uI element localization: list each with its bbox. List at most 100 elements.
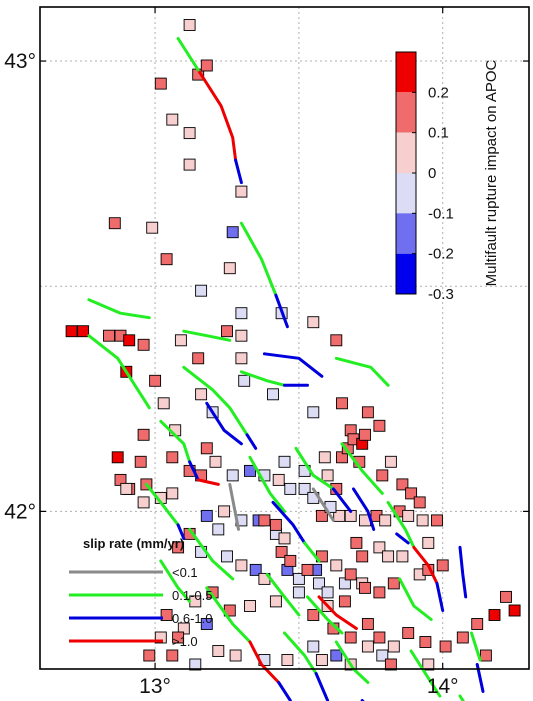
legend-label: >1.0 (172, 634, 198, 649)
site-marker (402, 509, 415, 522)
site-marker (471, 618, 484, 630)
site-marker (275, 545, 288, 558)
site-marker (284, 482, 297, 495)
site-marker (284, 554, 297, 567)
fault-trace (294, 446, 335, 491)
site-marker (174, 334, 187, 347)
site-marker (321, 469, 334, 482)
fault-trace (317, 595, 358, 630)
site-marker (359, 581, 371, 594)
site-marker (301, 563, 314, 576)
fault-trace (196, 68, 238, 162)
fault-trace (395, 532, 410, 545)
colorbar-bin (396, 52, 416, 93)
fault-trace (144, 482, 180, 527)
slip-rate-legend: slip rate (mm/yr) <0.1 0.1-0.5 0.6-1.0 >1.0 (69, 536, 212, 649)
site-marker (330, 559, 343, 572)
colorbar-tick-label: 0.1 (428, 125, 449, 142)
site-marker (209, 455, 222, 468)
site-marker (384, 455, 397, 468)
site-marker (235, 185, 248, 198)
site-marker (292, 572, 305, 585)
site-marker (154, 631, 167, 644)
site-marker (229, 649, 242, 662)
site-marker (413, 496, 426, 509)
site-marker (344, 631, 357, 644)
site-marker (166, 487, 179, 500)
x-tick-label: 14° (427, 675, 459, 698)
site-marker (336, 397, 348, 410)
site-marker (307, 316, 320, 329)
fault-trace (271, 500, 307, 545)
site-marker (350, 536, 363, 549)
site-marker (235, 329, 248, 342)
colorbar-tick-label: 0 (428, 165, 436, 182)
site-marker (212, 523, 225, 536)
site-marker (249, 563, 262, 576)
site-marker (313, 577, 325, 590)
site-marker (315, 509, 328, 522)
site-marker (405, 487, 418, 500)
site-marker (134, 455, 147, 468)
legend-label: 0.1-0.5 (172, 588, 212, 603)
colorbar-bin (396, 213, 416, 254)
site-marker (359, 428, 371, 441)
colorbar-bin (396, 173, 416, 214)
fault-trace (398, 577, 433, 621)
fault-trace (87, 334, 151, 410)
site-marker (396, 478, 409, 491)
fault-trace (306, 595, 344, 635)
site-marker (183, 158, 196, 171)
fault-trace (245, 433, 258, 450)
site-marker (278, 532, 291, 545)
x-tick-label: 13° (139, 675, 171, 698)
site-marker (416, 514, 429, 527)
site-marker (330, 334, 343, 347)
fault-trace (248, 455, 286, 513)
site-marker (382, 550, 395, 563)
site-marker (396, 550, 409, 563)
fault-trace (277, 681, 292, 701)
site-marker (269, 595, 282, 608)
fault-trace (239, 370, 286, 387)
site-marker (361, 406, 374, 419)
site-marker (226, 469, 239, 482)
site-marker (77, 325, 90, 338)
y-tick-label: 43° (4, 50, 36, 73)
site-marker (333, 509, 346, 522)
fault-trace (159, 419, 192, 464)
site-marker (235, 559, 248, 572)
fault-trace (470, 631, 482, 662)
site-marker (166, 649, 179, 662)
fault-trace (239, 221, 278, 297)
fault-trace (334, 356, 390, 387)
site-marker (189, 658, 202, 671)
site-marker (244, 464, 256, 477)
colorbar-title: Multifault rupture impact on APOC (483, 59, 500, 286)
site-marker (221, 325, 233, 338)
site-marker (149, 374, 162, 387)
site-marker (281, 654, 294, 666)
site-marker (195, 388, 208, 401)
fault-trace (205, 586, 252, 644)
site-marker (244, 600, 256, 612)
fault-trace (248, 640, 281, 684)
site-marker (120, 482, 133, 495)
site-marker (108, 217, 121, 230)
site-marker (65, 325, 78, 338)
site-marker (456, 631, 469, 644)
site-marker (218, 505, 231, 518)
site-marker (439, 640, 452, 653)
site-marker (292, 586, 305, 599)
fault-trace (412, 545, 439, 585)
colorbar-bin (396, 253, 416, 294)
site-marker (361, 618, 374, 630)
site-marker (376, 649, 389, 662)
axis-ticks: 13° 14° 42° 43° (4, 7, 529, 698)
site-marker (422, 658, 435, 671)
site-marker (183, 19, 196, 31)
site-marker (307, 609, 320, 621)
site-marker (226, 226, 239, 239)
site-marker (267, 388, 279, 401)
